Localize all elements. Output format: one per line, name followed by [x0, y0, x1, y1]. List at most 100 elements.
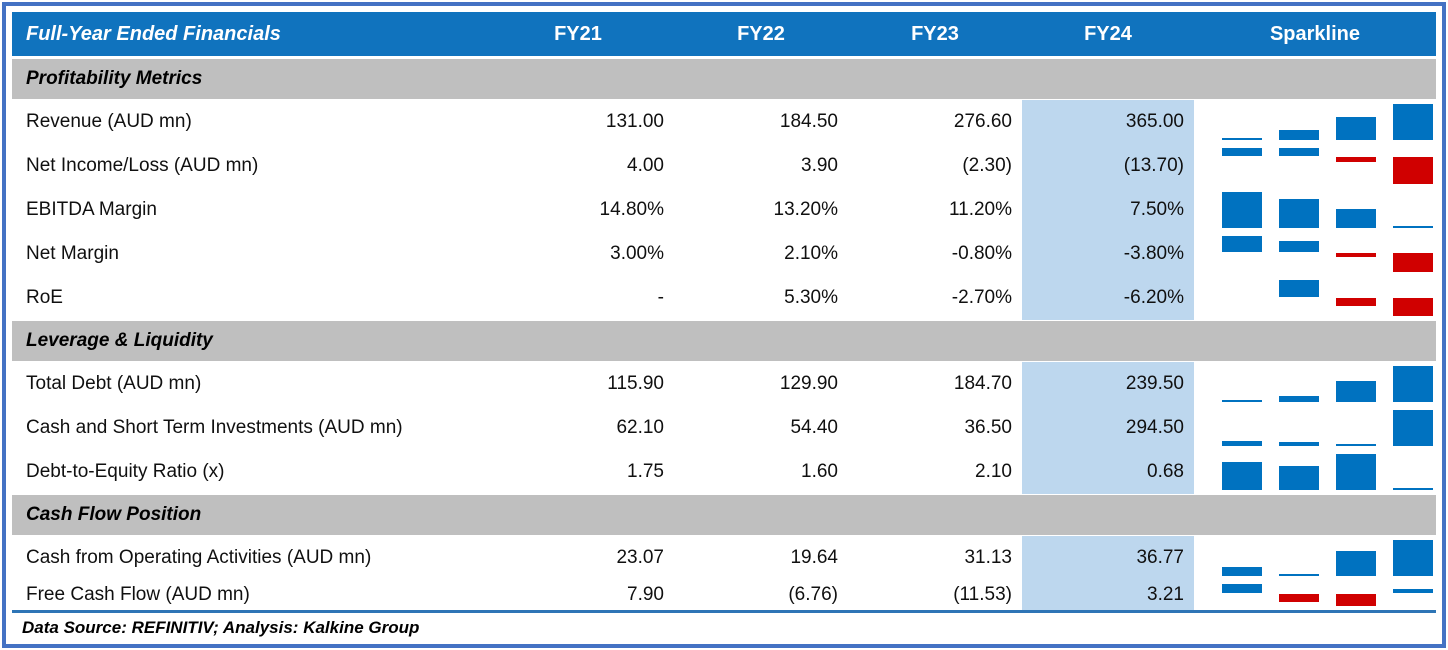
table-row-cash-and-short-term-investments-aud-mn: Cash and Short Term Investments (AUD mn)…	[12, 406, 1436, 450]
section-header-profitability-metrics: Profitability Metrics	[12, 59, 1436, 99]
value-cell-fy24: 0.68	[1022, 450, 1194, 494]
table-row-debt-to-equity-ratio-x: Debt-to-Equity Ratio (x) 1.75 1.60 2.10 0.68	[12, 450, 1436, 494]
spark-slot	[1279, 540, 1319, 576]
value-cell-fy24: 239.50	[1022, 362, 1194, 406]
spark-bar-positive	[1222, 148, 1262, 157]
value-cell-fy21: 7.90	[627, 584, 664, 605]
value-cell-fy24: 7.50%	[1022, 188, 1194, 232]
value-cell-fy23: 276.60	[953, 111, 1012, 132]
metric-label: RoE	[26, 287, 63, 308]
spark-slot	[1222, 366, 1262, 402]
metric-label: Cash from Operating Activities (AUD mn)	[26, 547, 372, 568]
metric-label: Revenue (AUD mn)	[26, 111, 192, 132]
spark-slot	[1279, 584, 1319, 606]
spark-slot	[1336, 540, 1376, 576]
spark-slot	[1279, 366, 1319, 402]
value-cell-fy24: 36.77	[1022, 536, 1194, 580]
value-cell-fy23: (2.30)	[962, 155, 1012, 176]
spark-slot	[1336, 454, 1376, 490]
spark-bar-negative	[1336, 593, 1376, 606]
spark-slot	[1222, 410, 1262, 446]
spark-slot	[1336, 410, 1376, 446]
table-row-net-income-loss-aud-mn: Net Income/Loss (AUD mn) 4.00 3.90 (2.30) (1…	[12, 144, 1436, 188]
spark-bar-positive	[1336, 551, 1376, 576]
spark-bar-positive	[1222, 567, 1262, 576]
sparkline-net-margin	[1194, 232, 1441, 276]
spark-slot	[1222, 584, 1262, 606]
metric-label: Net Margin	[26, 243, 119, 264]
spark-bar-negative	[1336, 252, 1376, 258]
value-cell-fy23: 184.70	[953, 373, 1012, 394]
metric-label: EBITDA Margin	[26, 199, 157, 220]
sparkline-cash-from-operating-activities-aud-mn	[1194, 536, 1441, 580]
value-cell-fy22: 54.40	[790, 417, 838, 438]
spark-bar-positive	[1279, 574, 1319, 576]
table-row-free-cash-flow-aud-mn: Free Cash Flow (AUD mn) 7.90 (6.76) (11.53)…	[12, 580, 1436, 610]
spark-bar-negative	[1336, 157, 1376, 162]
value-cell-fy23: -0.80%	[951, 243, 1012, 264]
spark-slot	[1279, 236, 1319, 272]
spark-slot	[1222, 280, 1262, 316]
section-header-cash-flow-position: Cash Flow Position	[12, 495, 1436, 535]
spark-bar-positive	[1279, 148, 1319, 157]
spark-slot	[1393, 410, 1433, 446]
value-cell-fy23: (11.53)	[953, 584, 1012, 605]
spark-slot	[1222, 104, 1262, 140]
spark-slot	[1279, 192, 1319, 228]
table-row-revenue-aud-mn: Revenue (AUD mn) 131.00 184.50 276.60 365.00	[12, 100, 1436, 144]
spark-slot	[1336, 192, 1376, 228]
spark-slot	[1336, 104, 1376, 140]
spark-slot	[1222, 454, 1262, 490]
value-cell-fy22: 1.60	[801, 461, 838, 482]
spark-slot	[1222, 236, 1262, 272]
value-cell-fy22: 19.64	[790, 547, 838, 568]
sparkline-revenue-aud-mn	[1194, 100, 1441, 144]
spark-bar-negative	[1336, 297, 1376, 307]
spark-bar-positive	[1222, 192, 1262, 228]
value-cell-fy22: 5.30%	[784, 287, 838, 308]
sparkline-debt-to-equity-ratio-x	[1194, 450, 1441, 494]
spark-slot	[1336, 584, 1376, 606]
value-cell-fy22: (6.76)	[788, 584, 838, 605]
value-cell-fy23: 36.50	[964, 417, 1012, 438]
column-header-fy23: FY23	[911, 22, 959, 45]
spark-slot	[1222, 148, 1262, 184]
spark-bar-negative	[1393, 297, 1433, 316]
spark-slot	[1279, 280, 1319, 316]
value-cell-fy21: 1.75	[627, 461, 664, 482]
column-header-fy24: FY24	[1084, 22, 1132, 45]
table-row-ebitda-margin: EBITDA Margin 14.80% 13.20% 11.20% 7.50%	[12, 188, 1436, 232]
value-cell-fy21: -	[657, 287, 664, 308]
value-cell-fy21: 62.10	[616, 417, 664, 438]
value-cell-fy22: 13.20%	[773, 199, 838, 220]
spark-slot	[1336, 236, 1376, 272]
spark-slot	[1393, 148, 1433, 184]
spark-bar-positive	[1393, 488, 1433, 490]
column-header-fy21: FY21	[554, 22, 602, 45]
spark-bar-positive	[1279, 130, 1319, 140]
footer-separator-line	[12, 610, 1436, 613]
spark-bar-positive	[1279, 199, 1319, 228]
spark-bar-positive	[1336, 454, 1376, 490]
data-source-note: Data Source: REFINITIV; Analysis: Kalkin…	[22, 617, 420, 637]
metric-label: Debt-to-Equity Ratio (x)	[26, 461, 225, 482]
spark-slot	[1279, 454, 1319, 490]
spark-slot	[1336, 148, 1376, 184]
spark-bar-positive	[1393, 540, 1433, 576]
spark-bar-positive	[1393, 410, 1433, 446]
spark-bar-positive	[1336, 116, 1376, 140]
spark-bar-negative	[1279, 593, 1319, 602]
value-cell-fy24: (13.70)	[1022, 144, 1194, 188]
spark-slot	[1336, 366, 1376, 402]
sparkline-total-debt-aud-mn	[1194, 362, 1441, 406]
spark-bar-positive	[1279, 280, 1319, 297]
spark-bar-positive	[1393, 104, 1433, 140]
spark-slot	[1279, 410, 1319, 446]
spark-slot	[1222, 540, 1262, 576]
spark-slot	[1393, 584, 1433, 606]
spark-bar-positive	[1279, 240, 1319, 252]
value-cell-fy23: 11.20%	[948, 199, 1012, 220]
spark-slot	[1393, 366, 1433, 402]
column-header-fy22: FY22	[737, 22, 785, 45]
